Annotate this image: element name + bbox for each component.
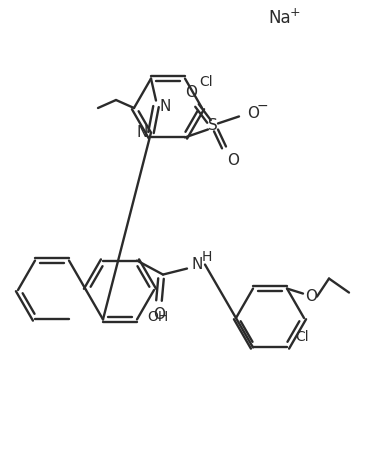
Text: N: N [159, 99, 171, 114]
Text: O: O [185, 85, 197, 100]
Text: −: − [256, 98, 268, 112]
Text: +: + [290, 5, 301, 19]
Text: Cl: Cl [295, 330, 308, 344]
Text: O: O [227, 153, 239, 168]
Text: S: S [208, 118, 218, 133]
Text: Na: Na [268, 9, 291, 27]
Text: O: O [305, 289, 317, 304]
Text: OH: OH [147, 310, 168, 324]
Text: N: N [191, 257, 203, 272]
Text: Cl: Cl [199, 75, 213, 88]
Text: N: N [136, 125, 148, 140]
Text: O: O [153, 307, 165, 322]
Text: H: H [202, 250, 212, 264]
Text: O: O [247, 106, 259, 121]
